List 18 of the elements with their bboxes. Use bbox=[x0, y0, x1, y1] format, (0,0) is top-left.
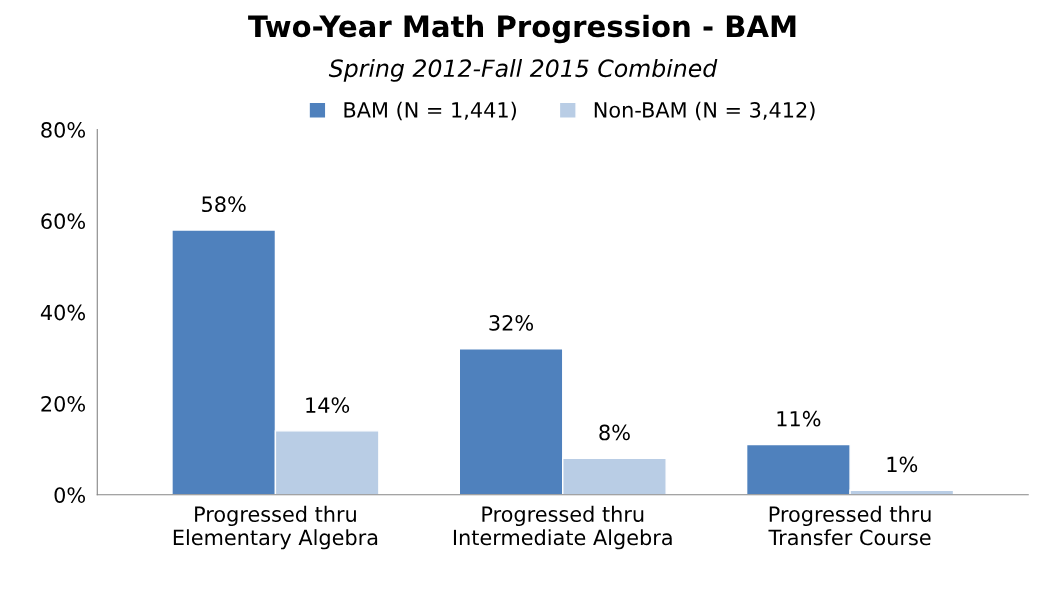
data-label: 11% bbox=[777, 410, 821, 427]
y-tick-label: 0% bbox=[54, 487, 86, 503]
x-tick-label: Progressed thru Transfer Course bbox=[768, 505, 931, 546]
legend-label: Non-BAM (N = 3,412) bbox=[594, 101, 815, 121]
y-tick-label: 60% bbox=[41, 213, 86, 230]
chart-subtitle: Spring 2012-Fall 2015 Combined bbox=[328, 58, 718, 82]
data-label: 8% bbox=[599, 424, 630, 441]
data-label: 1% bbox=[887, 456, 918, 473]
data-label: 58% bbox=[202, 196, 246, 213]
legend-label: BAM (N = 1,441) bbox=[344, 101, 516, 121]
data-label: 32% bbox=[489, 315, 534, 331]
y-tick-label: 40% bbox=[40, 304, 86, 321]
chart-title: Two-Year Math Progression - BAM bbox=[248, 14, 796, 44]
y-tick-label: 20% bbox=[41, 395, 86, 412]
x-tick-label: Progressed thru Intermediate Algebra bbox=[453, 505, 672, 550]
x-tick-label: Progressed thru Elementary Algebra bbox=[173, 505, 378, 550]
y-tick-label: 80% bbox=[41, 122, 86, 138]
data-label: 14% bbox=[306, 397, 350, 413]
